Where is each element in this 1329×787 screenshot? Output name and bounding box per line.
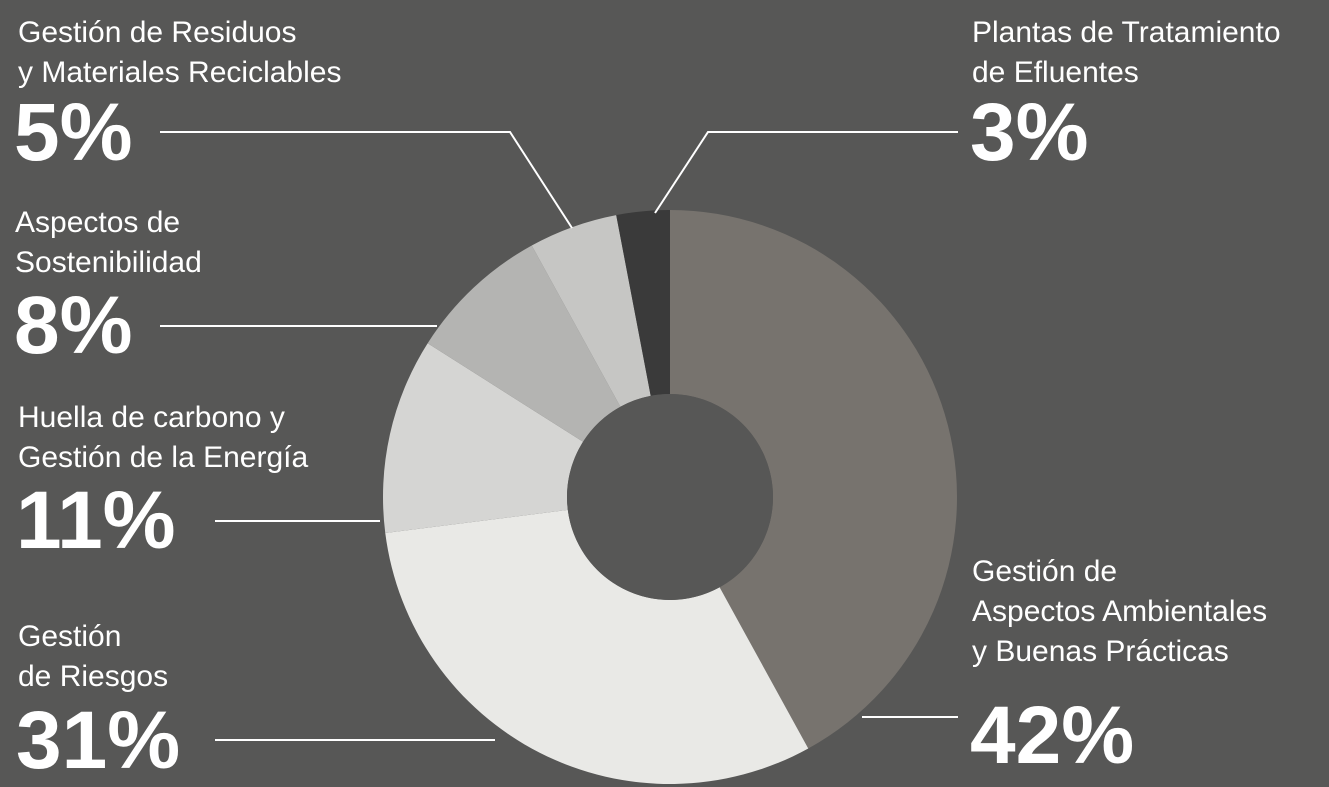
donut-slice	[385, 509, 809, 784]
value-label: 8%	[14, 280, 133, 371]
leader-line	[654, 131, 958, 214]
category-label: Huella de carbono y Gestión de la Energí…	[18, 401, 309, 474]
value-label: 31%	[16, 695, 181, 786]
donut-slice	[427, 245, 621, 442]
category-label: Gestión de Aspectos Ambientales y Buenas…	[972, 555, 1268, 668]
category-label: Plantas de Tratamiento de Efluentes	[972, 16, 1281, 89]
donut-hole	[567, 394, 773, 600]
donut-slice	[383, 343, 584, 533]
value-label: 42%	[970, 690, 1135, 781]
donut-slice	[670, 210, 957, 749]
category-label: Aspectos de Sostenibilidad	[15, 206, 202, 279]
category-label: Gestión de Riesgos	[18, 620, 169, 693]
value-label: 3%	[970, 87, 1089, 178]
leader-line	[160, 131, 573, 229]
donut-slice	[531, 215, 651, 407]
value-label: 11%	[16, 475, 176, 566]
donut-slice	[616, 210, 670, 396]
category-label: Gestión de Residuos y Materiales Recicla…	[18, 16, 342, 89]
value-label: 5%	[14, 87, 133, 178]
